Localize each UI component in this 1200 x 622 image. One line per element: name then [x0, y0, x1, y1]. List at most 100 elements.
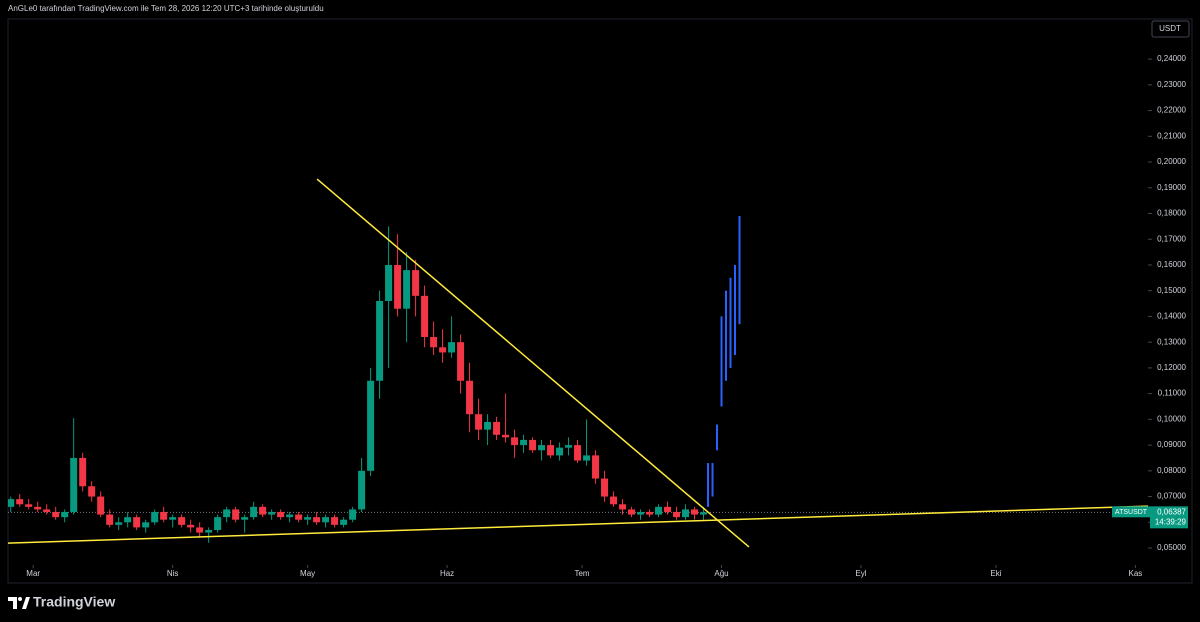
candle-body [313, 517, 321, 523]
currency-box [1151, 20, 1190, 38]
candle-body [8, 499, 15, 507]
y-tick-label: 0,16000 [1157, 260, 1186, 269]
price-tag [1150, 506, 1188, 529]
y-tick-label: 0,15000 [1157, 286, 1186, 295]
candle-body [529, 439, 537, 451]
candle-body [142, 522, 150, 528]
candle-body [565, 445, 573, 448]
candle-body [628, 509, 636, 515]
candle-body [601, 478, 609, 497]
x-tick-label: Mar [26, 569, 40, 578]
plot [8, 178, 1148, 548]
candle-body [196, 527, 204, 533]
candle-body [178, 517, 186, 525]
x-tick-label: Eki [990, 569, 1001, 578]
candle-body [250, 506, 258, 518]
candle-body [214, 517, 222, 531]
y-tick-label: 0,19000 [1157, 183, 1186, 192]
candle-body [412, 270, 420, 296]
y-tick-label: 0,23000 [1157, 80, 1186, 89]
header-text: AnGLe0 tarafından TradingView.com ile Te… [8, 4, 324, 13]
candle-body [286, 514, 294, 518]
candle-body [304, 517, 312, 520]
candle-body [520, 439, 528, 446]
candle-body [133, 517, 141, 528]
candle-body [716, 424, 719, 451]
candle-body [88, 486, 96, 497]
candle-body [592, 455, 600, 479]
candle-body [124, 517, 132, 523]
candle-body [511, 437, 519, 446]
y-tick-label: 0,09000 [1157, 440, 1186, 449]
candle-body [682, 509, 690, 518]
candle-body [376, 300, 384, 381]
candle-body [619, 504, 627, 510]
y-tick-label: 0,18000 [1157, 209, 1186, 218]
trendline [316, 178, 750, 548]
x-tick-label: Haz [440, 569, 454, 578]
candle-body [52, 511, 60, 518]
candle-body [637, 511, 645, 515]
candle-body [187, 524, 195, 528]
candle-body [729, 277, 732, 368]
candle-body [403, 270, 411, 309]
candle-body [738, 216, 741, 325]
candle-body [547, 445, 555, 456]
candle-body [322, 517, 330, 523]
y-tick-label: 0,24000 [1157, 54, 1186, 63]
candle-body [151, 511, 159, 523]
candle-body [583, 455, 591, 461]
candle-body [725, 290, 728, 381]
candle-body [61, 511, 69, 518]
candle-body [358, 470, 366, 510]
candle-body [421, 295, 429, 338]
x-tick-label: May [300, 569, 315, 578]
x-tick-label: Kas [1129, 569, 1143, 578]
brand: TradingView [33, 594, 115, 610]
candle-body [115, 522, 123, 525]
candle-body [673, 511, 681, 518]
candle-body [295, 514, 303, 520]
candle-body [25, 504, 33, 507]
candle-body [538, 445, 546, 451]
y-tick-label: 0,17000 [1157, 234, 1186, 243]
candle-body [331, 517, 339, 525]
candle-body [259, 506, 267, 515]
candle-body [664, 506, 672, 512]
candle-body [70, 457, 78, 512]
candle-body [79, 457, 87, 487]
candle-body [493, 421, 501, 435]
chart-frame [7, 18, 1193, 584]
y-tick-label: 0,12000 [1157, 363, 1186, 372]
candle-body [711, 463, 714, 497]
x-tick-label: Ağu [714, 569, 728, 578]
currency: USDT [1159, 24, 1181, 33]
candle-body [734, 264, 737, 356]
symbol: ATSUSDT [1115, 509, 1148, 516]
candle-body [205, 530, 213, 533]
candle-body [169, 517, 177, 520]
x-tick-label: Tem [574, 569, 589, 578]
candle-body [457, 342, 465, 381]
y-tick-label: 0,20000 [1157, 157, 1186, 166]
candle-body [466, 380, 474, 415]
candle-body [232, 509, 240, 520]
candle-body [268, 511, 276, 515]
y-tick-label: 0,11000 [1158, 389, 1187, 398]
candle-body [97, 496, 105, 515]
x-tick-label: Eyl [855, 569, 866, 578]
candle-body [16, 499, 24, 505]
candle-body [385, 264, 393, 301]
candle-body [610, 496, 618, 505]
candle-body [43, 509, 51, 512]
candle-body [223, 509, 231, 518]
candle-body [655, 506, 663, 515]
y-tick-label: 0,08000 [1157, 466, 1186, 475]
candle-body [340, 519, 348, 525]
candle-body [349, 509, 357, 520]
candle-body [720, 316, 723, 407]
y-tick-label: 0,22000 [1157, 106, 1186, 115]
